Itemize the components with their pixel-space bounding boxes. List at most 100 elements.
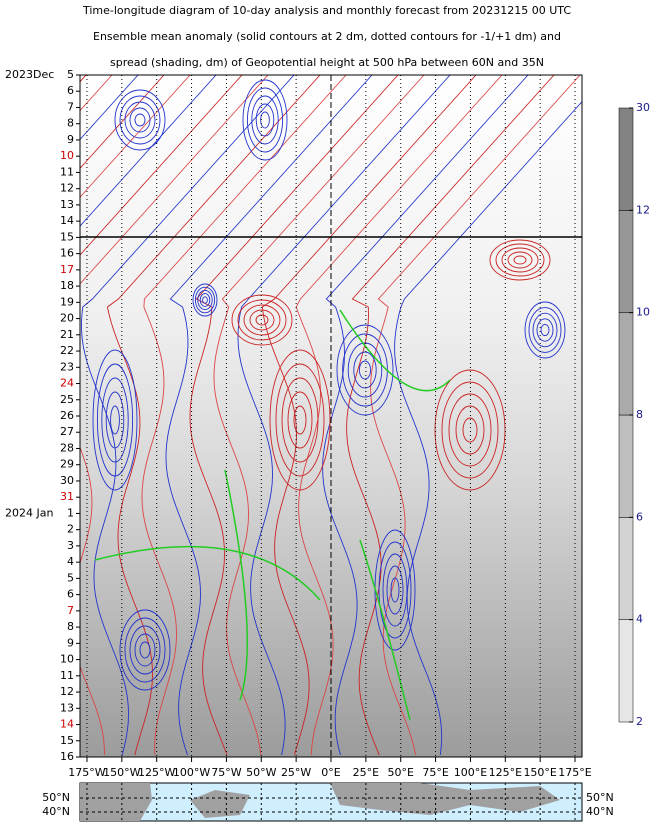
- y-tick-label: 13: [60, 701, 74, 714]
- y-tick-label: 8: [67, 620, 74, 633]
- contour-line: [251, 95, 279, 145]
- zero-contour: [224, 469, 249, 701]
- zero-contour: [339, 309, 451, 392]
- contour-line: [524, 301, 566, 359]
- contour-line: [213, 75, 425, 756]
- x-tick-label: 175°W: [68, 766, 105, 779]
- contour-line: [353, 351, 377, 389]
- colorbar-label: 4: [636, 613, 643, 626]
- y-tick-label: 23: [60, 360, 74, 373]
- contour-line: [243, 304, 281, 336]
- y-tick-label: 1: [67, 506, 74, 519]
- contour-line: [462, 417, 478, 443]
- y-tick-label: 26: [60, 409, 74, 422]
- contour-line: [237, 75, 451, 756]
- x-tick-label: 100°W: [173, 766, 210, 779]
- colorbar-label: 12: [636, 203, 650, 216]
- map-label: 50°N: [586, 791, 614, 804]
- contour-line: [249, 309, 275, 331]
- y-tick-label: 21: [60, 328, 74, 341]
- y-tick-label: 18: [60, 279, 74, 292]
- contour-line: [255, 314, 269, 326]
- x-tick-label: 75°W: [211, 766, 241, 779]
- contour-line: [434, 369, 506, 491]
- contour-line: [536, 318, 554, 342]
- contour-line: [540, 323, 550, 337]
- contour-line: [242, 79, 288, 161]
- contour-line: [260, 111, 270, 129]
- y-tick-label: 28: [60, 441, 74, 454]
- y-tick-label: 5: [67, 68, 74, 81]
- contour-line: [124, 617, 166, 683]
- y-tick-label: 17: [60, 263, 74, 276]
- contour-line: [139, 641, 151, 659]
- x-tick-label: 50°E: [387, 766, 413, 779]
- y-tick-label: 7: [67, 100, 74, 113]
- contour-line: [231, 294, 293, 346]
- y-tick-label: 24: [60, 377, 74, 390]
- month-label: 2023Dec: [5, 68, 54, 81]
- contour-line: [495, 243, 545, 277]
- colorbar-segment: [618, 619, 634, 723]
- contour-line: [110, 405, 120, 435]
- contour-line: [197, 289, 213, 311]
- y-tick-label: 5: [67, 571, 74, 584]
- y-tick-label: 30: [60, 474, 74, 487]
- y-tick-label: 6: [67, 84, 74, 97]
- month-label: 2024 Jan: [5, 506, 53, 519]
- y-tick-label: 9: [67, 133, 74, 146]
- contour-line: [105, 391, 125, 449]
- contour-line: [322, 75, 529, 756]
- contour-line: [134, 113, 146, 127]
- y-tick-label: 31: [60, 490, 74, 503]
- contour-line: [275, 363, 325, 477]
- contour-line: [194, 286, 216, 314]
- contour-line: [119, 95, 161, 145]
- contour-line: [347, 342, 383, 398]
- contour-line: [501, 247, 539, 273]
- contour-line: [141, 75, 347, 756]
- contour-line: [134, 633, 156, 667]
- colorbar-label: 2: [636, 715, 643, 728]
- x-tick-label: 150°E: [523, 766, 556, 779]
- map-label: 40°N: [42, 805, 70, 818]
- contour-line: [358, 360, 372, 380]
- contour-line: [119, 609, 171, 691]
- y-tick-label: 12: [60, 182, 74, 195]
- x-tick-label: 150°W: [103, 766, 140, 779]
- y-tick-label: 7: [67, 604, 74, 617]
- colorbar-segment: [618, 107, 634, 211]
- x-tick-label: 125°E: [489, 766, 522, 779]
- y-tick-label: 29: [60, 458, 74, 471]
- contour-line: [124, 101, 156, 139]
- y-tick-label: 27: [60, 425, 74, 438]
- y-tick-label: 14: [60, 214, 74, 227]
- x-tick-label: 175°E: [558, 766, 591, 779]
- contour-line: [114, 89, 166, 151]
- contour-line: [295, 75, 503, 756]
- colorbar-label: 10: [636, 306, 650, 319]
- contour-line: [101, 377, 129, 463]
- contour-line: [281, 377, 319, 463]
- y-tick-label: 15: [60, 734, 74, 747]
- contour-line: [528, 307, 562, 353]
- contour-line: [0, 75, 60, 755]
- contour-line: [532, 312, 558, 348]
- y-tick-label: 12: [60, 685, 74, 698]
- contour-line: [336, 324, 394, 416]
- y-tick-label: 19: [60, 295, 74, 308]
- contour-line: [129, 107, 151, 133]
- contour-line: [246, 87, 284, 153]
- title-line: Time-longitude diagram of 10-day analysi…: [82, 4, 571, 17]
- y-tick-label: 14: [60, 718, 74, 731]
- contour-line: [106, 75, 321, 756]
- contour-line: [378, 541, 412, 639]
- colorbar-segment: [618, 414, 634, 518]
- zero-contour: [94, 545, 321, 601]
- map-label: 50°N: [42, 791, 70, 804]
- contour-line: [192, 283, 218, 317]
- contours: [0, 75, 582, 756]
- zero-contour: [359, 539, 411, 721]
- y-tick-label: 13: [60, 198, 74, 211]
